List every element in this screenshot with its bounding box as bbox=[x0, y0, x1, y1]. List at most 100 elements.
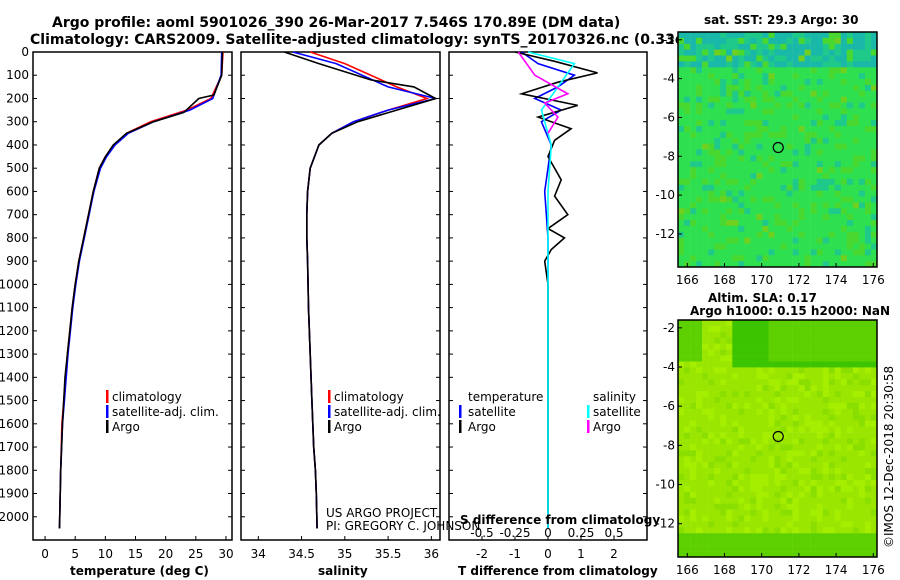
map-cell bbox=[804, 515, 811, 522]
map-cell bbox=[834, 325, 842, 333]
map-cell bbox=[852, 96, 860, 103]
map-cell bbox=[678, 509, 685, 516]
map-cell bbox=[822, 367, 829, 374]
map-cell bbox=[810, 202, 817, 209]
map-cell bbox=[768, 545, 775, 552]
map-cell bbox=[822, 545, 829, 552]
series-line-climatology bbox=[58, 51, 224, 529]
map-cell bbox=[768, 202, 775, 209]
map-cell bbox=[690, 231, 697, 238]
map-cell bbox=[708, 480, 715, 487]
map-cell bbox=[774, 444, 781, 451]
map-cell bbox=[702, 343, 709, 350]
map-cell bbox=[726, 485, 733, 493]
map-cell bbox=[828, 414, 836, 421]
map-cell bbox=[822, 143, 829, 150]
map-cell bbox=[762, 462, 769, 469]
map-cell bbox=[864, 355, 872, 362]
map-cell bbox=[864, 337, 872, 344]
map-cell bbox=[871, 444, 878, 451]
map-cell bbox=[732, 37, 739, 45]
map-cell bbox=[684, 438, 691, 445]
map-cell bbox=[786, 32, 793, 39]
map-cell bbox=[690, 43, 697, 50]
map-cell bbox=[846, 343, 854, 350]
map-cell bbox=[792, 37, 799, 45]
map-cell bbox=[871, 432, 878, 439]
map-cell bbox=[690, 509, 697, 516]
map-cell bbox=[871, 43, 878, 50]
map-cell bbox=[792, 521, 799, 528]
map-cell bbox=[744, 509, 751, 516]
map-cell bbox=[708, 67, 715, 74]
map-cell bbox=[804, 468, 811, 475]
map-cell bbox=[690, 450, 697, 457]
map-cell bbox=[852, 391, 860, 398]
map-cell bbox=[714, 414, 721, 421]
map-cell bbox=[696, 126, 703, 133]
map-cell bbox=[774, 178, 781, 186]
map-cell bbox=[871, 131, 878, 139]
map-cell bbox=[810, 190, 817, 197]
map-cell bbox=[774, 385, 781, 392]
x-tick-label: 5 bbox=[71, 547, 79, 561]
map-cell bbox=[852, 208, 860, 215]
map-cell bbox=[780, 161, 787, 168]
map-cell bbox=[690, 84, 697, 92]
map-cell bbox=[720, 521, 727, 528]
map-cell bbox=[780, 126, 787, 133]
map-cell bbox=[750, 391, 757, 398]
map-y-tick-label: -12 bbox=[655, 517, 675, 531]
map-cell bbox=[774, 131, 781, 139]
map-cell bbox=[732, 126, 739, 133]
map-cell bbox=[678, 462, 685, 469]
map-cell bbox=[858, 551, 866, 558]
map-cell bbox=[864, 155, 872, 162]
map-cell bbox=[780, 184, 787, 191]
map-cell bbox=[768, 249, 775, 256]
map-cell bbox=[702, 551, 709, 558]
map-cell bbox=[774, 491, 781, 498]
map-cell bbox=[708, 225, 715, 233]
map-cell bbox=[804, 343, 811, 350]
map-cell bbox=[858, 438, 866, 445]
map-cell bbox=[816, 167, 823, 174]
map-cell bbox=[732, 143, 739, 150]
map-cell bbox=[684, 331, 691, 339]
map-cell bbox=[756, 202, 763, 209]
map-cell bbox=[774, 320, 781, 327]
map-cell bbox=[762, 37, 769, 45]
map-cell bbox=[871, 361, 878, 368]
map-cell bbox=[750, 261, 757, 268]
map-cell bbox=[822, 391, 829, 398]
map-cell bbox=[732, 497, 739, 504]
map-cell bbox=[744, 408, 751, 416]
map-cell bbox=[678, 491, 685, 498]
map-cell bbox=[828, 349, 836, 356]
map-cell bbox=[840, 485, 848, 493]
map-cell bbox=[834, 173, 842, 180]
map-cell bbox=[726, 202, 733, 209]
map-cell bbox=[732, 155, 739, 162]
map-cell bbox=[840, 43, 848, 50]
map-cell bbox=[726, 237, 733, 244]
map-cell bbox=[744, 261, 751, 268]
map-cell bbox=[750, 343, 757, 350]
map-cell bbox=[750, 120, 757, 127]
map-cell bbox=[792, 137, 799, 144]
map-cell bbox=[732, 456, 739, 463]
map-cell bbox=[696, 114, 703, 121]
map-cell bbox=[720, 480, 727, 487]
map-cell bbox=[792, 456, 799, 463]
map-cell bbox=[714, 474, 721, 481]
map-cell bbox=[822, 414, 829, 421]
map-y-tick-label: -10 bbox=[655, 478, 675, 492]
map-cell bbox=[792, 551, 799, 558]
map-cell bbox=[762, 503, 769, 510]
map-cell bbox=[864, 225, 872, 233]
map-cell bbox=[846, 137, 854, 144]
depth-tick-label: 1800 bbox=[0, 463, 29, 477]
map-cell bbox=[678, 184, 685, 191]
map-cell bbox=[738, 32, 745, 39]
map-cell bbox=[720, 491, 727, 498]
